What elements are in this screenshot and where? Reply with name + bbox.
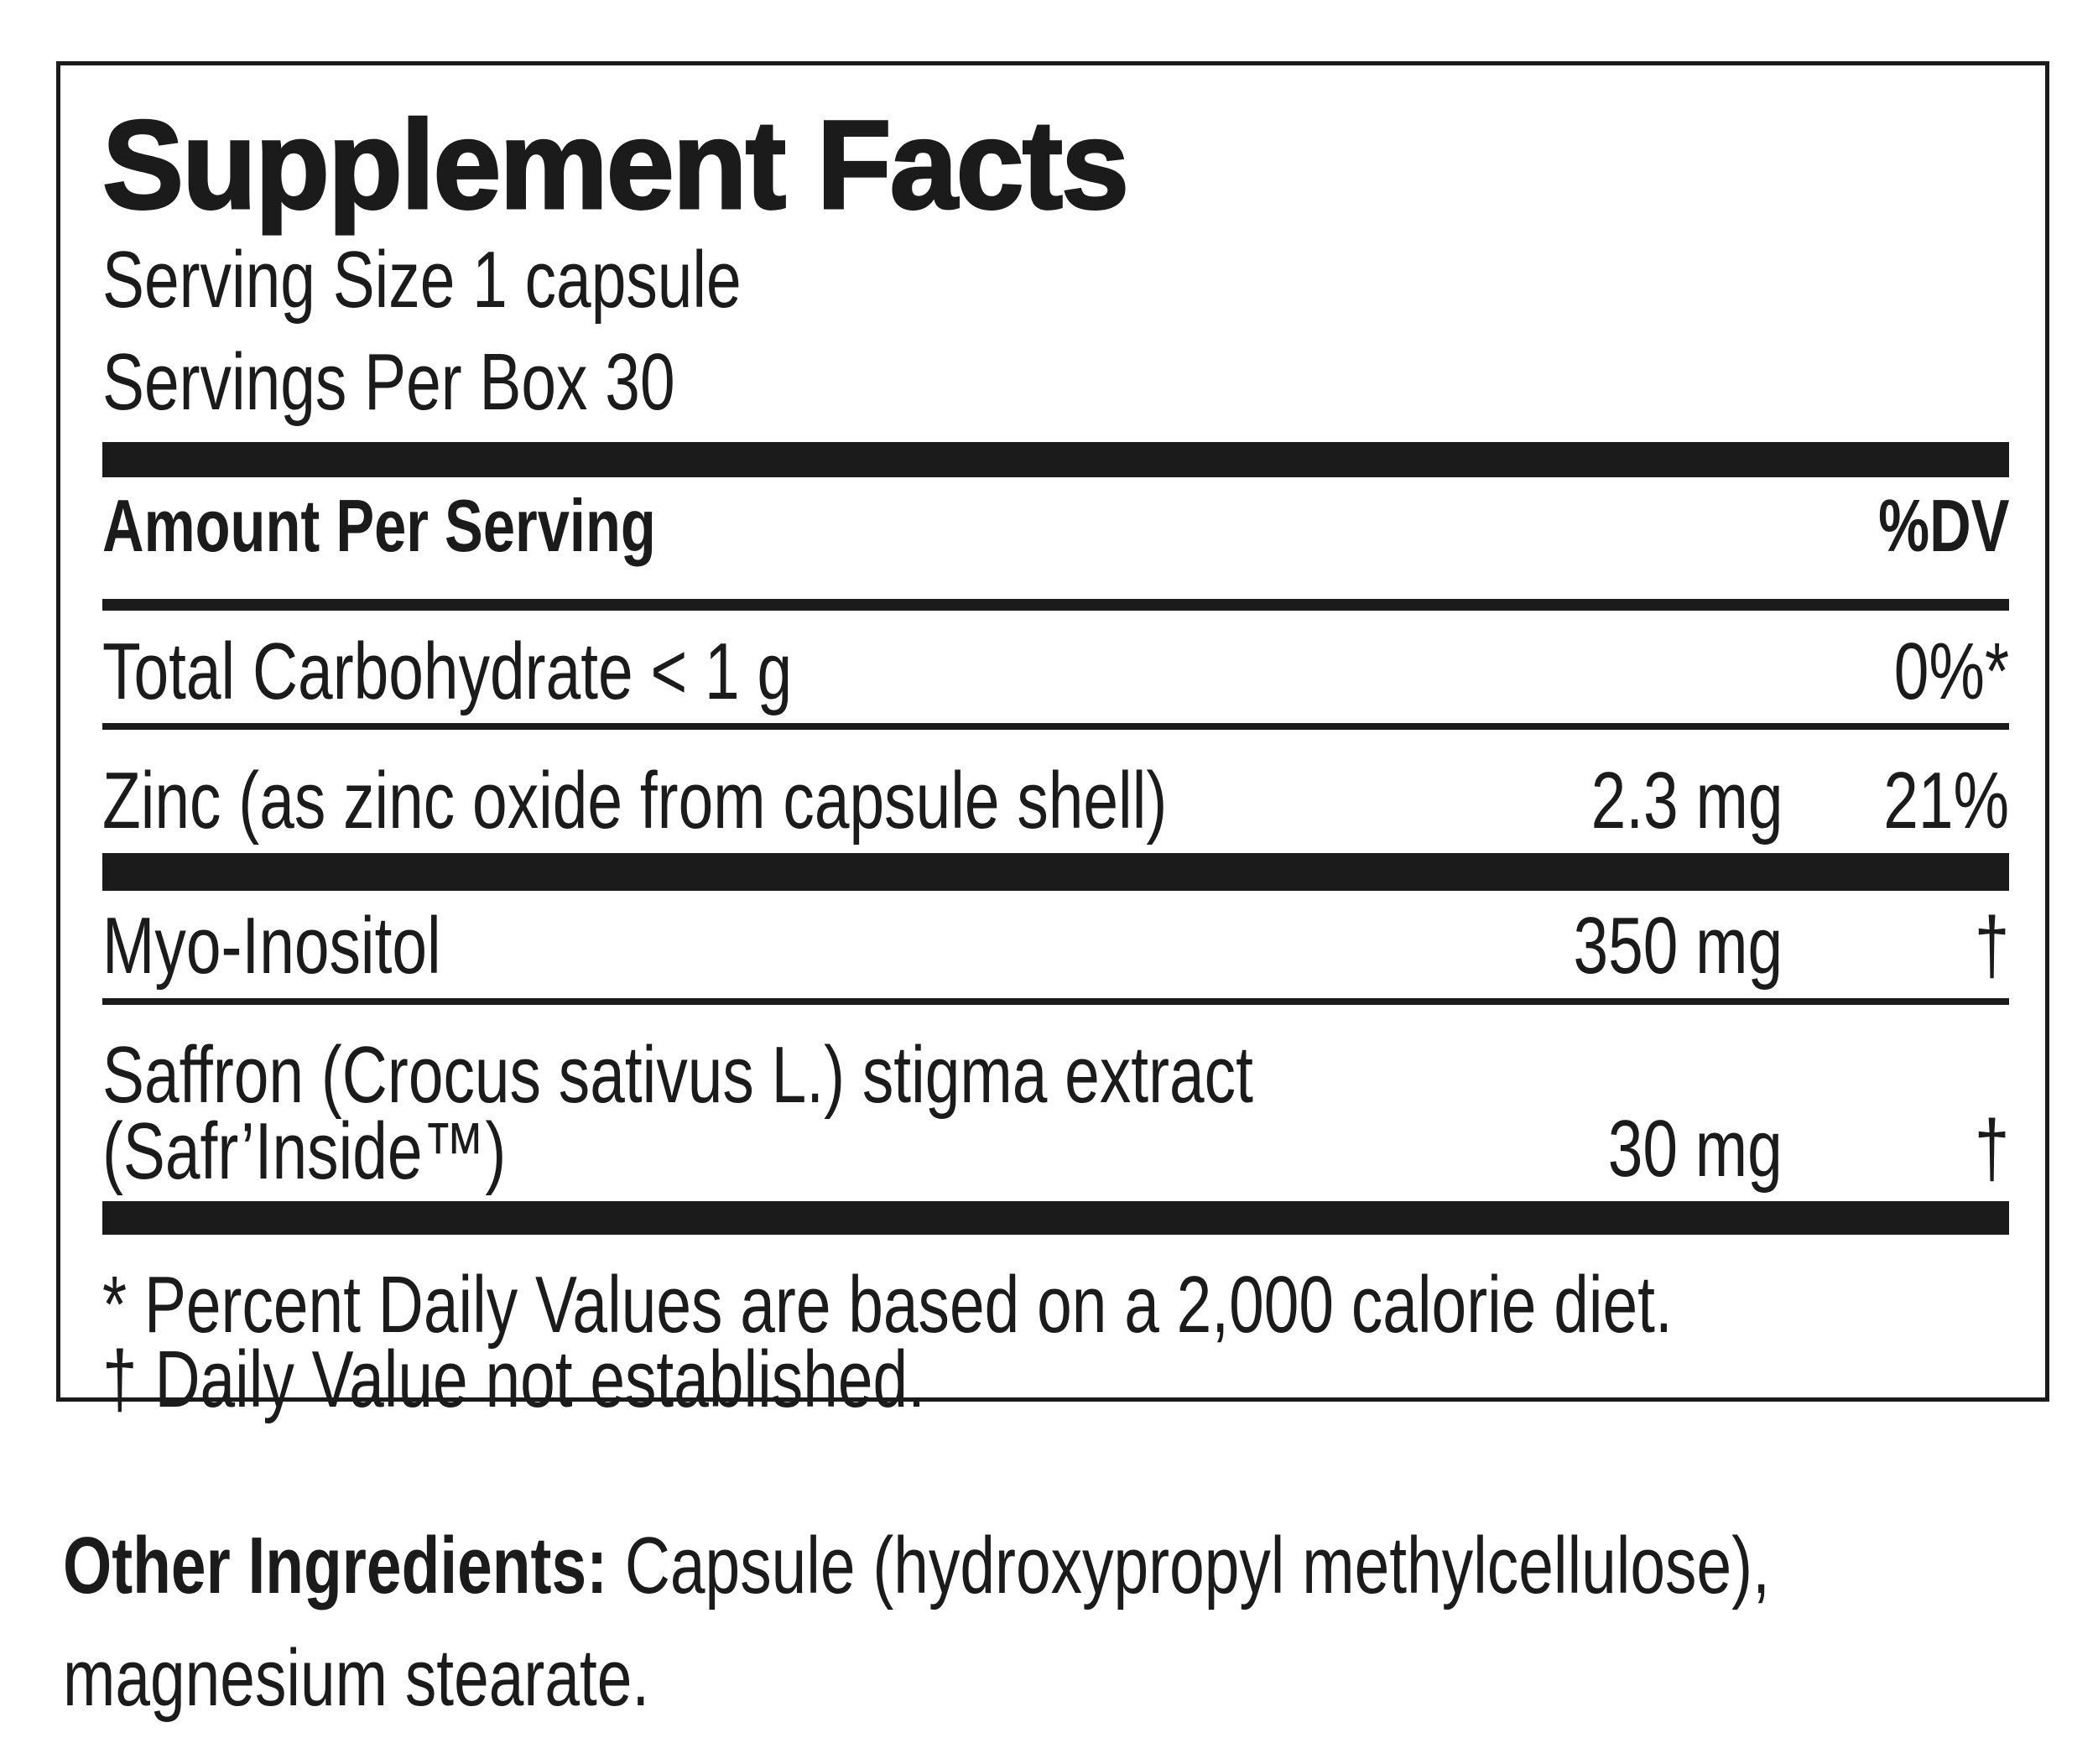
nutrient-dv: 0%* bbox=[1893, 627, 2009, 716]
medium-rule-under-header bbox=[102, 599, 2009, 611]
panel-title: Supplement Facts bbox=[102, 94, 1159, 235]
nutrient-name: Saffron (Crocus sativus L.) stigma extra… bbox=[102, 1030, 1559, 1197]
nutrient-row-myo-inositol: Myo-Inositol 350 mg † bbox=[102, 906, 2009, 986]
other-ingredients-line2: magnesium stearate. bbox=[63, 1633, 650, 1723]
thick-divider-bottom bbox=[102, 1201, 2009, 1235]
nutrient-dv: † bbox=[1974, 901, 2009, 991]
nutrient-dv: 21% bbox=[1883, 756, 2009, 846]
nutrient-row-saffron: Saffron (Crocus sativus L.) stigma extra… bbox=[102, 1030, 2009, 1197]
servings-per-box-line: Servings Per Box 30 bbox=[102, 337, 675, 427]
footnote-daily-values: * Percent Daily Values are based on a 2,… bbox=[102, 1260, 1673, 1350]
footnote-not-established: † Daily Value not established. bbox=[102, 1335, 925, 1424]
serving-size-line: Serving Size 1 capsule bbox=[102, 235, 742, 325]
nutrient-name: Myo-Inositol bbox=[102, 901, 441, 991]
nutrient-row-total-carbohydrate: Total Carbohydrate < 1 g 0%* bbox=[102, 632, 2009, 712]
nutrient-amount: 30 mg bbox=[1607, 1104, 1783, 1194]
supplement-facts-panel: Supplement Facts Serving Size 1 capsule … bbox=[56, 61, 2049, 1420]
column-header-row: Amount Per Serving %DV bbox=[102, 489, 2009, 563]
other-ingredients-text: Capsule (hydroxypropyl methylcellulose), bbox=[624, 1521, 1770, 1610]
nutrient-name: Zinc (as zinc oxide from capsule shell) bbox=[102, 756, 1168, 846]
other-ingredients-label: Other Ingredients: bbox=[63, 1521, 608, 1610]
other-ingredients-line1: Other Ingredients: Capsule (hydroxypropy… bbox=[63, 1526, 2098, 1606]
saffron-name-line1: Saffron (Crocus sativus L.) stigma extra… bbox=[102, 1030, 1253, 1120]
nutrient-name: Total Carbohydrate < 1 g bbox=[102, 627, 793, 716]
nutrient-amount: 350 mg bbox=[1573, 901, 1783, 991]
nutrient-row-zinc: Zinc (as zinc oxide from capsule shell) … bbox=[102, 761, 2009, 841]
dv-column-header: %DV bbox=[1877, 484, 2009, 567]
panel-title-text: Supplement Facts bbox=[102, 94, 1131, 235]
thick-divider-top bbox=[102, 442, 2009, 477]
nutrient-dv: † bbox=[1974, 1104, 2009, 1194]
saffron-name-line2: (Safr’Inside™) bbox=[102, 1106, 507, 1197]
thick-divider-middle bbox=[102, 853, 2009, 891]
nutrient-amount: 2.3 mg bbox=[1590, 756, 1783, 846]
amount-per-serving-header: Amount Per Serving bbox=[102, 484, 656, 567]
thin-rule-under-carbohydrate bbox=[102, 723, 2009, 730]
thin-rule-under-myo-inositol bbox=[102, 998, 2009, 1005]
